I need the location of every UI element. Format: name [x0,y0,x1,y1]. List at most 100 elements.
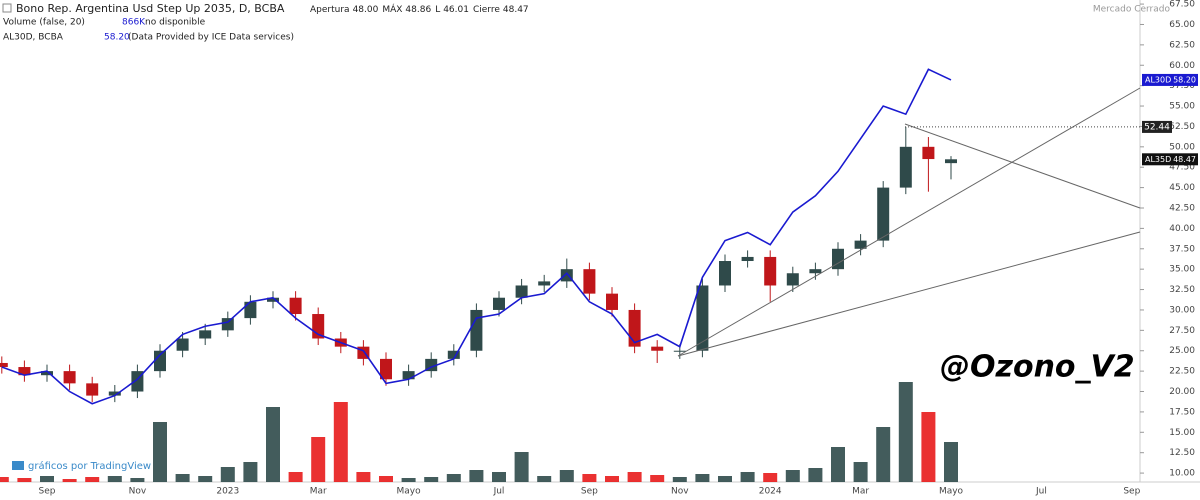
credit: gráficos por TradingView [28,460,151,472]
collapse-icon[interactable] [2,3,12,13]
volume-bar [718,476,732,482]
y-tick-label: 67.50 [1169,0,1195,10]
candle-body [922,146,935,160]
volume-bar [514,452,529,482]
volume-bar [220,467,235,482]
volume-bar [0,477,9,482]
candle-body [651,346,664,351]
candle-body [221,318,234,331]
volume-bar [763,473,778,482]
trend-line [677,231,1141,357]
volume-bar [333,402,348,482]
last-value-box [1142,73,1198,86]
candle-body [154,350,166,372]
candle-body [945,159,957,164]
price-line [1,68,952,405]
y-tick-label: 55.00 [1169,102,1195,112]
volume-bar [582,474,597,482]
candle-body [380,358,392,380]
watermark: @Ozono_V2 [940,350,1135,385]
ohlc-value: 48.86 [405,5,431,15]
candle-body [18,367,31,376]
volume-bar [808,468,823,482]
volume-bar [944,442,958,482]
time-axis-bg [0,482,1200,500]
volume-bar [492,472,506,482]
volume-bar [537,476,552,482]
y-tick-label: 12.50 [1169,448,1195,458]
y-tick-label: 20.00 [1169,387,1195,397]
y-tick-label: 52.50 [1169,122,1195,132]
volume-bar [85,477,100,482]
x-tick-label: Jul [493,487,505,497]
y-tick-label: 35.00 [1169,265,1195,275]
last-value-label: 58.20 [1173,75,1196,84]
x-tick-label: Sep [1123,487,1140,497]
series-name: AL35D [1145,155,1171,164]
series-name: AL30D [1145,75,1171,84]
volume-bar [288,472,303,482]
candle-body [244,301,257,319]
ohlc-value: 48.47 [503,5,529,15]
x-tick-label: 2024 [759,487,782,497]
volume-bar [243,462,258,482]
candle-body [0,362,8,368]
y-tick-label: 37.50 [1169,244,1195,254]
volume-bar [311,437,326,482]
candle-body [809,269,822,274]
candle-body [493,297,505,310]
candle-body [63,371,76,384]
volume-bar [831,447,845,482]
volume-bar [740,472,755,482]
ohlc-label: MÁX [382,3,402,15]
candle-body [108,391,121,396]
x-tick-label: Nov [129,487,147,497]
y-tick-label: 22.50 [1169,367,1195,377]
market-status: Mercado Cerrado [1093,5,1171,15]
y-tick-label: 65.00 [1169,20,1195,30]
y-tick-label: 32.50 [1169,285,1195,295]
candle-body [741,256,754,262]
y-tick-label: 25.00 [1169,346,1195,356]
ohlc-value: 46.01 [443,5,469,15]
x-tick-label: Sep [39,487,56,497]
volume-value: 866K [122,18,146,28]
candle-body [538,281,551,286]
ohlc-label: Cierre [473,5,500,15]
volume-bar [62,479,77,482]
volume-bar [356,472,371,482]
volume-bar [107,476,122,482]
volume-bar [17,478,32,482]
candle-body [41,371,53,376]
x-tick-label: Nov [671,487,689,497]
volume-bar [627,472,642,482]
candle-body [899,146,912,188]
candle-body [764,256,777,286]
x-tick-label: Mar [310,487,327,497]
candle-body [267,297,279,302]
candle-body [447,350,460,359]
y-tick-label: 30.00 [1169,305,1195,315]
volume-bar [446,474,461,482]
ohlc-label: Apertura [310,5,350,15]
volume-bar [469,470,484,482]
candle-body [628,309,641,347]
volume-bar [898,382,913,482]
volume-bar [695,474,710,482]
ohlc-label: L [435,5,440,15]
y-tick-label: 50.00 [1169,142,1195,152]
candle-body [176,338,189,351]
x-tick-label: 2023 [216,487,239,497]
x-tick-label: Mayo [939,487,964,497]
volume-bar [672,477,687,482]
candle-body [86,383,99,396]
volume-bar [921,412,936,482]
candle-body [289,297,302,315]
x-tick-label: Sep [581,487,598,497]
y-tick-label: 15.00 [1169,428,1195,438]
volume-bar [198,476,213,482]
compare-note: (Data Provided by ICE Data services) [128,33,294,43]
volume-bar [175,474,190,482]
y-tick-label: 60.00 [1169,61,1195,71]
